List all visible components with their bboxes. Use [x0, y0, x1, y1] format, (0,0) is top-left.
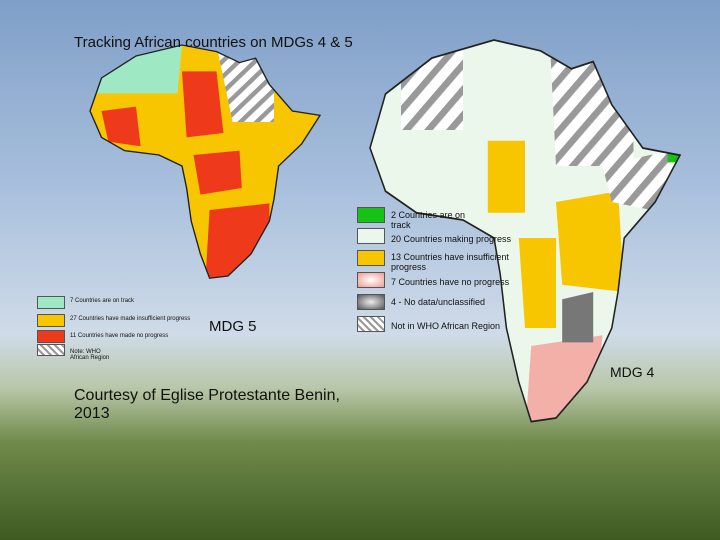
legend-text: 13 Countries have insufficient progress — [391, 252, 509, 272]
mdg5-map — [88, 43, 322, 280]
legend-swatch — [357, 207, 385, 223]
legend-text: 7 Countries are on track — [70, 298, 135, 304]
legend-swatch — [357, 250, 385, 266]
title: Tracking African countries on MDGs 4 & 5 — [74, 34, 353, 51]
legend-text: 2 Countries are on track — [391, 210, 466, 230]
map-label: MDG 4 — [610, 364, 655, 380]
legend-swatch — [37, 296, 65, 309]
legend-text: 4 - No data/unclassified — [391, 297, 486, 307]
legend-swatch — [37, 344, 65, 356]
legend-swatch — [357, 228, 385, 244]
legend-swatch — [357, 316, 385, 332]
legend-swatch — [357, 272, 385, 288]
legend-text: 7 Countries have no progress — [391, 277, 510, 287]
legend-text: 11 Countries have made no progress — [70, 333, 169, 339]
legend-swatch — [37, 314, 65, 327]
legend-text: Note: WHO African Region — [70, 349, 110, 361]
legend-swatch — [37, 330, 65, 343]
legend-text: 27 Countries have made insufficient prog… — [70, 316, 191, 322]
legend-swatch — [357, 294, 385, 310]
legend-text: 20 Countries making progress — [391, 234, 512, 244]
legend-text: Not in WHO African Region — [391, 321, 501, 331]
map-label: MDG 5 — [209, 318, 257, 335]
credit: Courtesy of Eglise Protestante Benin, 20… — [74, 387, 340, 422]
